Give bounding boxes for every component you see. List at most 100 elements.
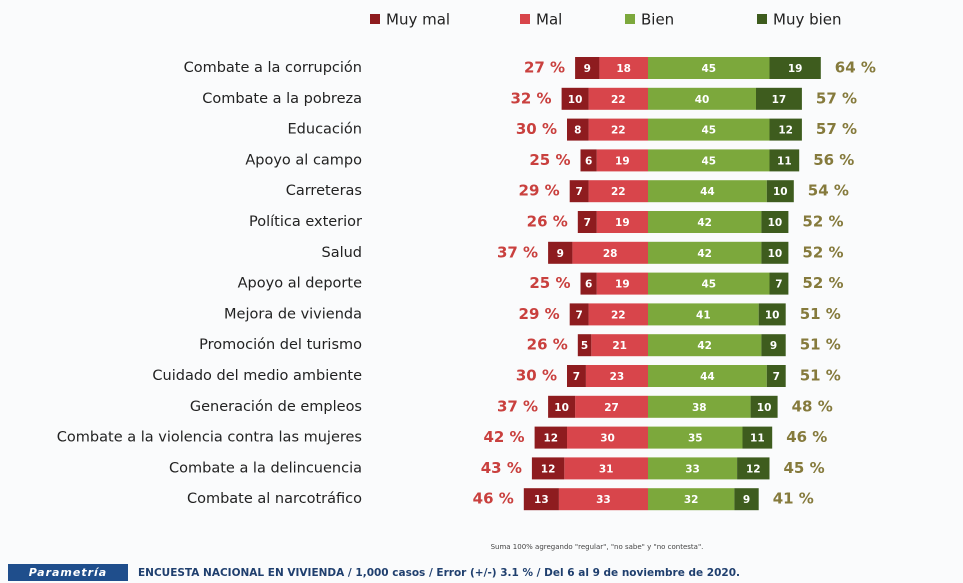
segment-label: 19 — [615, 279, 630, 291]
brand-box — [8, 564, 128, 581]
segment-label: 42 — [697, 217, 712, 229]
bar-segment — [596, 211, 648, 233]
segment-label: 12 — [543, 433, 558, 445]
positive-total: 46 % — [786, 428, 827, 446]
legend-swatch — [370, 14, 380, 24]
segment-label: 35 — [688, 433, 703, 445]
negative-total: 42 % — [483, 428, 524, 446]
bar-segment — [648, 180, 767, 203]
segment-label: 7 — [584, 217, 591, 229]
bar-segment — [599, 57, 648, 79]
bar-segment — [569, 303, 589, 326]
segment-label: 38 — [692, 402, 707, 414]
segment-label: 33 — [596, 494, 611, 506]
bar-segment — [575, 57, 600, 79]
category-label: Apoyo al campo — [245, 152, 362, 168]
category-label: Combate a la delincuencia — [169, 460, 362, 476]
segment-label: 13 — [534, 494, 549, 506]
bar-segment — [769, 149, 800, 172]
category-label: Cuidado del medio ambiente — [152, 368, 362, 384]
category-label: Educación — [288, 122, 362, 138]
positive-total: 64 % — [835, 59, 876, 77]
legend-swatch — [625, 14, 635, 24]
positive-total: 52 % — [802, 274, 843, 292]
positive-total: 54 % — [808, 182, 849, 200]
segment-label: 10 — [757, 402, 772, 414]
bar-segment — [758, 303, 786, 326]
positive-total: 52 % — [802, 243, 843, 261]
positive-total: 45 % — [784, 459, 825, 477]
segment-label: 40 — [695, 94, 710, 106]
bar-segment — [648, 241, 762, 264]
segment-label: 7 — [575, 309, 582, 321]
negative-total: 32 % — [510, 89, 551, 107]
negative-total: 29 % — [519, 305, 560, 323]
bar-segment — [648, 303, 759, 326]
bar-segment — [734, 488, 759, 511]
segment-label: 10 — [773, 186, 788, 198]
bar-segment — [648, 211, 762, 233]
segment-label: 17 — [772, 94, 787, 106]
bar-segment — [766, 180, 794, 203]
bar-segment — [548, 241, 573, 264]
bar-segment — [596, 272, 648, 295]
bar-segment — [769, 118, 802, 141]
segment-label: 28 — [603, 248, 618, 260]
bar-segment — [569, 180, 589, 203]
legend-swatch — [757, 14, 767, 24]
bar-segment — [577, 211, 597, 233]
positive-total: 56 % — [813, 151, 854, 169]
bar-segment — [558, 488, 648, 511]
bar-segment — [531, 457, 565, 480]
segment-label: 9 — [584, 63, 591, 75]
bar-segment — [567, 365, 586, 387]
negative-total: 27 % — [524, 59, 565, 77]
bar-segment — [588, 87, 648, 110]
bar-segment — [648, 365, 767, 387]
legend-label: Bien — [641, 11, 674, 29]
bar-segment — [596, 149, 648, 172]
segment-label: 9 — [770, 340, 777, 352]
bar-segment — [750, 395, 778, 418]
bar-segment — [567, 118, 589, 141]
segment-label: 45 — [701, 155, 716, 167]
category-label: Mejora de vivienda — [224, 306, 362, 322]
negative-total: 46 % — [473, 490, 514, 508]
segment-label: 30 — [600, 433, 615, 445]
bar-segment — [769, 57, 821, 79]
legend-label: Mal — [536, 11, 562, 29]
bar-segment — [648, 334, 762, 357]
bar-segment — [648, 272, 770, 295]
positive-total: 41 % — [773, 490, 814, 508]
segment-label: 22 — [611, 186, 626, 198]
bar-segment — [575, 395, 648, 418]
segment-label: 7 — [575, 186, 582, 198]
segment-label: 7 — [573, 371, 580, 383]
negative-total: 25 % — [529, 274, 570, 292]
bar-segment — [572, 241, 648, 264]
bar-segment — [761, 211, 789, 233]
bar-segment — [769, 272, 789, 295]
bar-segment — [648, 395, 751, 418]
segment-label: 45 — [701, 125, 716, 137]
legend-label: Muy mal — [386, 11, 450, 29]
category-label: Carreteras — [286, 183, 362, 199]
negative-total: 37 % — [497, 243, 538, 261]
segment-label: 45 — [701, 63, 716, 75]
bar-segment — [588, 180, 648, 203]
note: Suma 100% agregando "regular", "no sabe"… — [491, 543, 704, 551]
segment-label: 10 — [554, 402, 569, 414]
segment-label: 12 — [778, 125, 793, 137]
bar-segment — [591, 334, 648, 357]
bar-segment — [588, 118, 648, 141]
bar-segment — [648, 118, 770, 141]
category-label: Apoyo al deporte — [238, 276, 362, 292]
segment-label: 19 — [615, 155, 630, 167]
segment-label: 11 — [750, 433, 765, 445]
bar-segment — [756, 87, 802, 110]
negative-total: 26 % — [527, 336, 568, 354]
positive-total: 57 % — [816, 89, 857, 107]
positive-total: 48 % — [792, 397, 833, 415]
bar-segment — [648, 149, 770, 172]
